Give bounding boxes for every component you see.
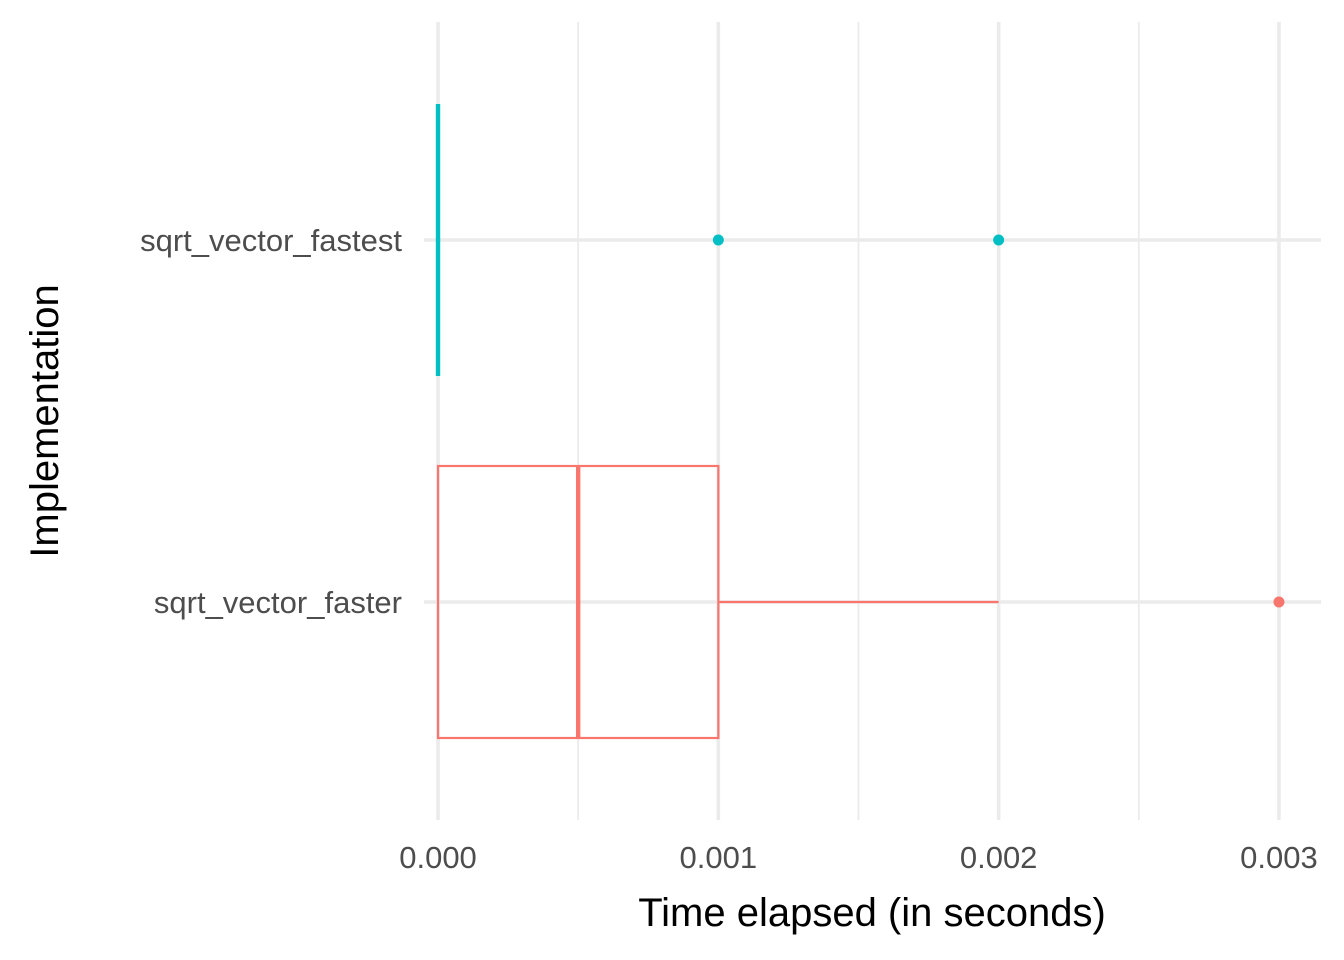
outlier-point — [993, 234, 1005, 246]
x-axis-title: Time elapsed (in seconds) — [638, 891, 1106, 935]
y-tick-labels: sqrt_vector_faster sqrt_vector_fastest — [140, 223, 402, 620]
x-tick-label: 0.002 — [960, 840, 1038, 875]
outlier-point — [712, 234, 724, 246]
x-tick-labels: 0.000 0.001 0.002 0.003 — [399, 840, 1318, 875]
x-tick-label: 0.003 — [1240, 840, 1318, 875]
x-tick-label: 0.001 — [680, 840, 758, 875]
y-axis-title: Implementation — [23, 284, 67, 557]
box-sqrt_vector_faster — [436, 464, 1285, 740]
box-plots — [435, 104, 1285, 740]
grid — [424, 22, 1321, 820]
x-tick-label: 0.000 — [399, 840, 477, 875]
y-tick-label: sqrt_vector_faster — [154, 585, 402, 620]
outlier-point — [1273, 596, 1285, 608]
y-tick-label: sqrt_vector_fastest — [140, 223, 402, 258]
box-sqrt_vector_fastest — [435, 104, 1005, 376]
